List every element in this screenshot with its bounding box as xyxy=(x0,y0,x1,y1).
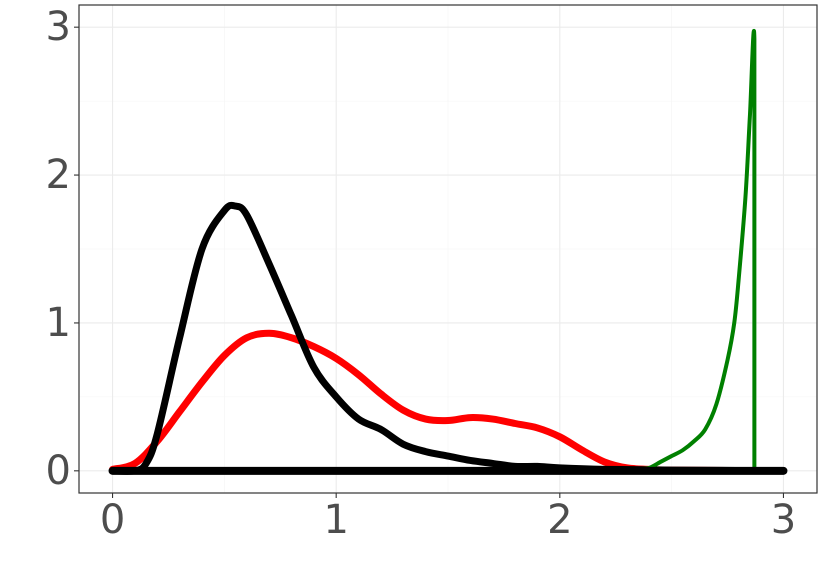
y-tick-label: 0 xyxy=(46,448,71,494)
x-tick-label: 3 xyxy=(771,497,796,543)
y-tick-label: 1 xyxy=(46,300,71,346)
panel-border xyxy=(78,4,818,494)
y-tick-label: 3 xyxy=(46,4,71,50)
series-line-0 xyxy=(109,329,787,475)
x-tick-label: 2 xyxy=(547,497,572,543)
series-line-2 xyxy=(624,28,757,473)
x-tick-label: 1 xyxy=(323,497,348,543)
axis-tick-labels: 0 1 2 3 0 1 2 3 xyxy=(46,4,797,543)
y-tick-label: 2 xyxy=(46,152,71,198)
axis-ticks xyxy=(74,26,785,498)
series-line-1 xyxy=(109,201,787,475)
x-tick-label: 0 xyxy=(100,497,125,543)
series-lines xyxy=(108,28,788,475)
